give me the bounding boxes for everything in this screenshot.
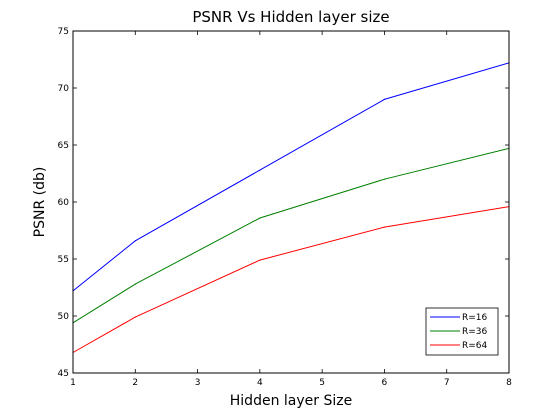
data-point — [383, 98, 385, 100]
data-point — [383, 178, 385, 180]
legend: R=16 R=36 R=64 — [425, 307, 499, 356]
y-axis-label: PSNR (db) — [32, 167, 48, 238]
x-axis-label: Hidden layer Size — [230, 393, 352, 409]
x-tick-label: 8 — [506, 378, 512, 388]
data-point — [383, 226, 385, 228]
legend-label: R=16 — [462, 313, 488, 323]
y-tick-label: 75 — [58, 27, 69, 37]
data-point — [259, 217, 261, 219]
chart-title: PSNR Vs Hidden layer size — [192, 8, 389, 26]
data-point — [259, 169, 261, 171]
x-tick-label: 6 — [382, 378, 388, 388]
y-tick-label: 65 — [58, 141, 69, 151]
x-tick-label: 1 — [70, 378, 76, 388]
plot-frame — [72, 30, 510, 374]
data-point — [134, 316, 136, 318]
legend-label: R=36 — [462, 327, 488, 337]
x-tick-label: 2 — [132, 378, 138, 388]
y-tick-label: 55 — [58, 255, 69, 265]
x-tick-label: 5 — [319, 378, 325, 388]
data-point — [134, 240, 136, 242]
legend-label: R=64 — [462, 341, 488, 351]
data-point — [259, 259, 261, 261]
y-tick-label: 60 — [58, 198, 70, 208]
y-tick-label: 70 — [58, 84, 70, 94]
x-tick-label: 7 — [444, 378, 450, 388]
y-tick-label: 50 — [58, 312, 70, 322]
y-tick-label: 45 — [58, 369, 69, 379]
x-tick-label: 4 — [257, 378, 263, 388]
x-tick-label: 3 — [195, 378, 201, 388]
data-point — [134, 283, 136, 285]
